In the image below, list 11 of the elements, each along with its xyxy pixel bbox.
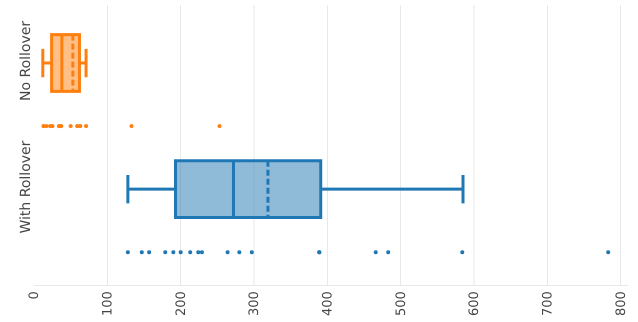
x-tick-label: 400 xyxy=(320,291,336,316)
x-tick-label: 600 xyxy=(467,291,482,316)
y-tick-label: With Rollover xyxy=(18,140,34,234)
y-tick-label: No Rollover xyxy=(18,20,34,101)
x-tick-label: 300 xyxy=(247,291,262,316)
x-tick-label: 100 xyxy=(100,291,116,316)
x-tick-label: 500 xyxy=(394,291,409,316)
x-tick-label: 800 xyxy=(614,291,629,316)
x-tick-label: 700 xyxy=(540,291,556,316)
x-tick-label: 0 xyxy=(27,291,42,300)
x-tick-label: 200 xyxy=(174,291,189,316)
